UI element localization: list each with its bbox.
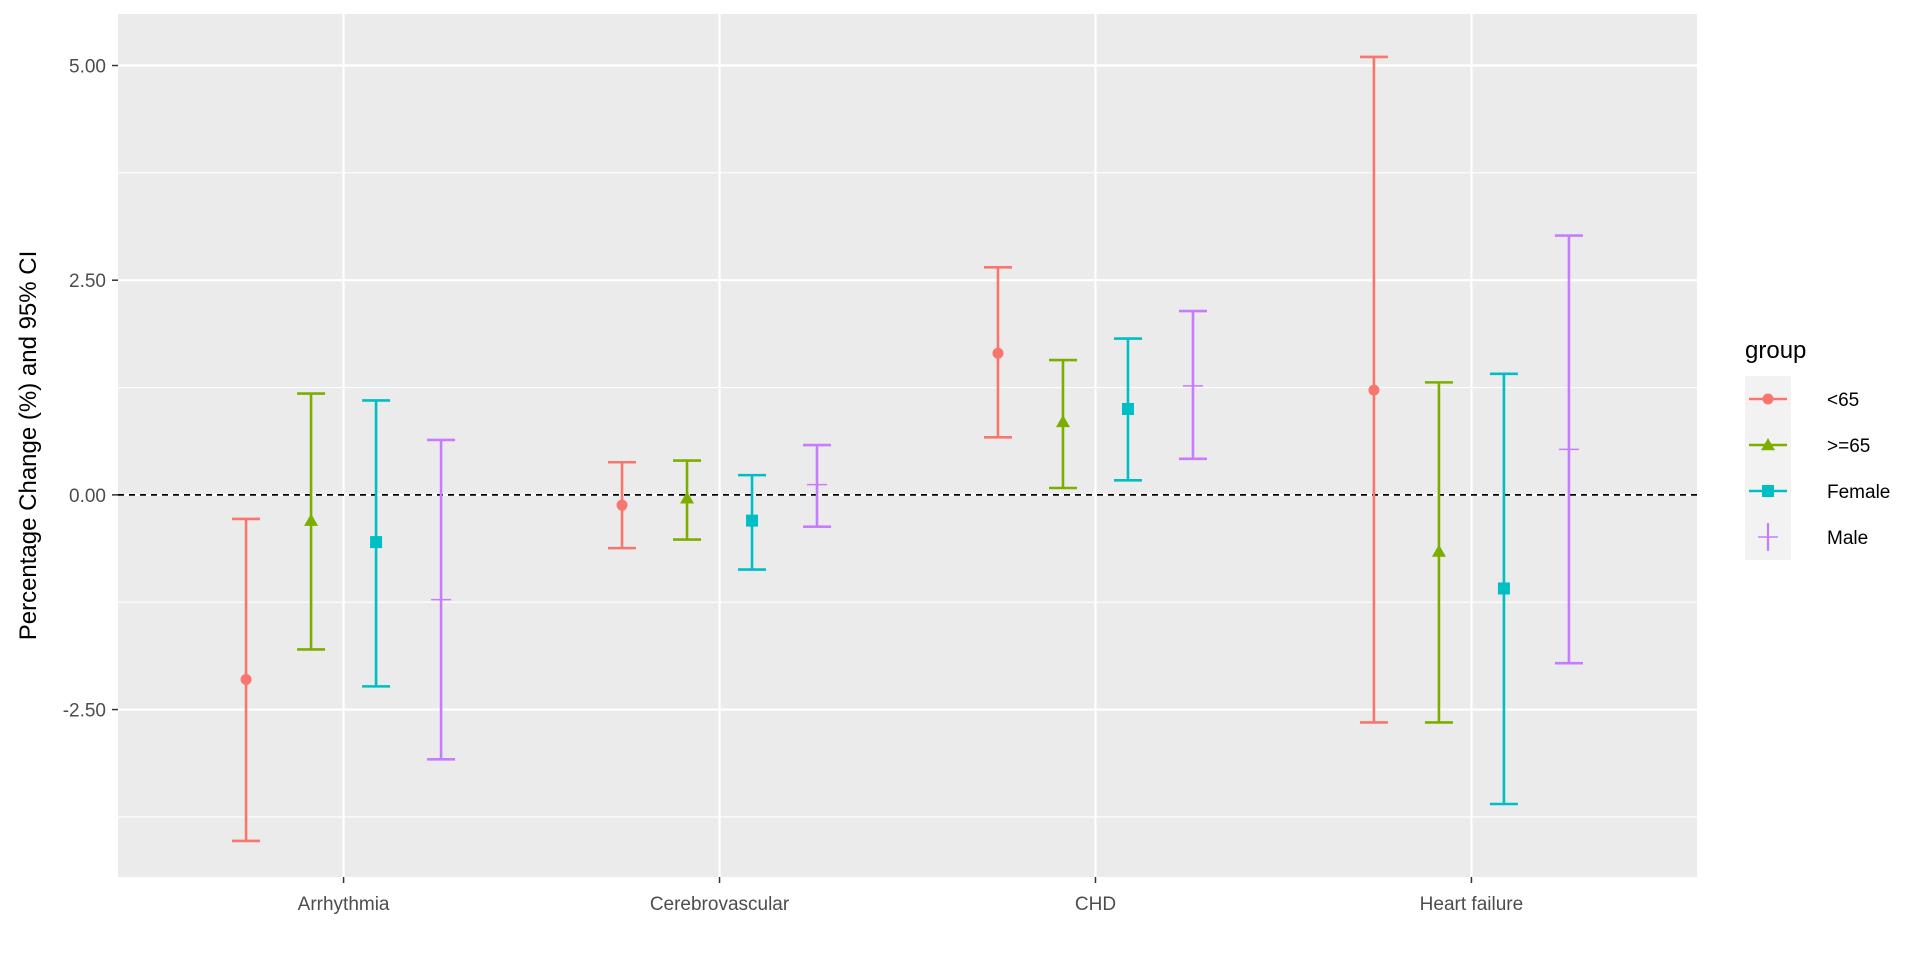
data-point (616, 499, 628, 511)
data-point (746, 514, 759, 527)
data-point (304, 513, 319, 526)
data-point (1497, 582, 1510, 595)
legend-label: Male (1827, 528, 1868, 549)
legend-label: <65 (1827, 390, 1859, 411)
legend-label: >=65 (1827, 436, 1870, 457)
data-point (807, 474, 828, 495)
y-tick-label: 2.50 (69, 271, 106, 292)
data-point (1431, 544, 1446, 557)
x-tick-label: Arrhythmia (298, 894, 390, 915)
x-tick-label: Cerebrovascular (650, 894, 790, 915)
data-point (370, 536, 383, 549)
legend-key-marker (1761, 438, 1775, 451)
data-point (1182, 375, 1203, 396)
legend-title: group (1745, 337, 1806, 364)
legend-key-marker (1758, 527, 1778, 547)
data-point (1121, 403, 1134, 416)
data-point (1558, 439, 1579, 460)
x-tick-label: Heart failure (1420, 894, 1524, 915)
legend-key-marker (1762, 485, 1774, 497)
data-point (1368, 384, 1380, 396)
data-point (431, 589, 452, 610)
data-point (240, 673, 252, 685)
y-tick-label: 0.00 (69, 486, 106, 507)
plot-panel (118, 14, 1697, 877)
legend-label: Female (1827, 482, 1890, 503)
data-point (680, 491, 695, 504)
legend-key-marker (1762, 393, 1774, 405)
y-tick-label: 5.00 (69, 57, 106, 78)
data-point (1055, 414, 1070, 428)
y-tick-label: -2.50 (63, 701, 106, 722)
data-point (992, 347, 1004, 359)
y-axis-title: Percentage Change (%) and 95% CI (15, 251, 42, 641)
x-tick-label: CHD (1075, 894, 1116, 915)
